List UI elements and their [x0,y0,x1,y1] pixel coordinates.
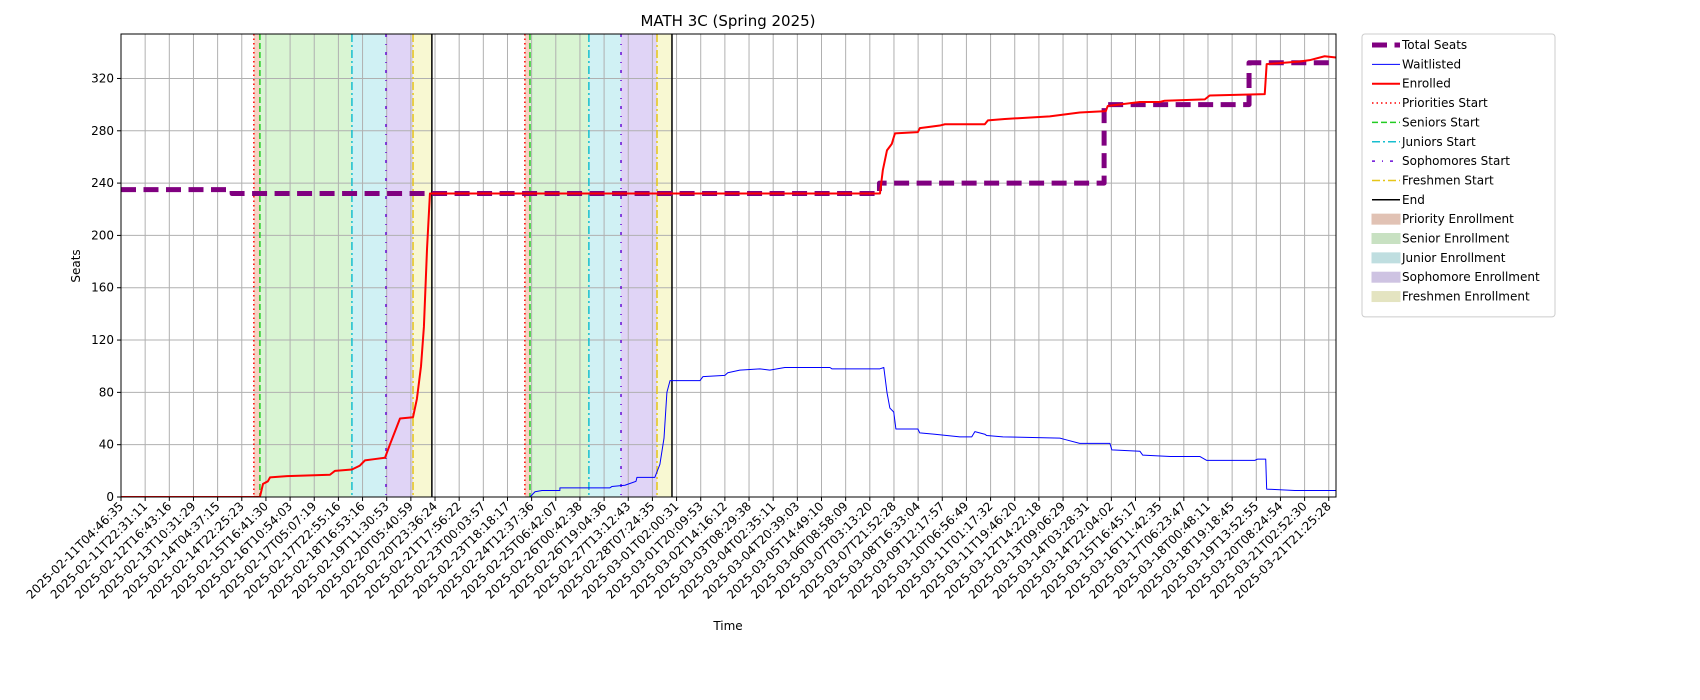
enrollment-region [529,34,589,497]
legend-label: Seniors Start [1402,115,1480,129]
series-line [121,367,1336,497]
legend-label: Senior Enrollment [1402,232,1510,246]
y-axis-label: Seats [69,249,83,282]
series-line [121,60,1336,197]
enrollment-region [657,34,672,497]
legend-swatch [1371,271,1401,283]
y-tick-label: 160 [91,281,114,295]
y-tick-label: 40 [99,438,114,452]
enrollment-region [524,34,530,497]
enrollment-region [351,34,386,497]
legend-box [1361,33,1556,318]
legend-label: End [1402,193,1425,207]
y-tick-label: 80 [99,385,114,399]
enrollment-region [621,34,658,497]
chart-title: MATH 3C (Spring 2025) [640,12,815,30]
plot-area [121,34,1336,497]
legend-label: Total Seats [1401,38,1467,52]
enrollment-region [385,34,414,497]
legend-label: Waitlisted [1402,57,1461,71]
legend: Total Seats Waitlisted Enrolled Priorities … [1361,33,1556,318]
legend-swatch [1371,233,1401,244]
legend-label: Sophomores Start [1402,154,1510,168]
x-axis-label: Time [712,619,742,633]
legend-swatch [1371,291,1401,303]
legend-label: Juniors Start [1401,135,1476,149]
legend-label: Freshmen Start [1402,173,1494,187]
legend-label: Priorities Start [1402,96,1488,110]
enrollment-region [253,34,260,497]
legend-label: Junior Enrollment [1401,251,1506,265]
legend-swatch [1371,213,1401,225]
legend-label: Priority Enrollment [1402,212,1514,226]
legend-label: Sophomore Enrollment [1402,270,1540,284]
y-tick-label: 120 [91,333,114,347]
legend-swatch [1371,252,1401,264]
y-tick-label: 0 [106,490,114,504]
y-tick-label: 200 [91,228,114,242]
axes-frame [120,33,1337,498]
y-tick-label: 320 [91,71,114,85]
legend-label: Enrolled [1402,77,1451,91]
series-line [121,55,1336,497]
enrollment-region [588,34,622,497]
y-tick-label: 240 [91,176,114,190]
y-tick-label: 280 [91,124,114,138]
ticks: 2025-02-11T04:46:352025-02-11T22:31:1120… [24,71,1334,601]
legend-label: Freshmen Enrollment [1402,290,1530,304]
enrollment-region [413,34,432,497]
enrollment-region [259,34,352,497]
